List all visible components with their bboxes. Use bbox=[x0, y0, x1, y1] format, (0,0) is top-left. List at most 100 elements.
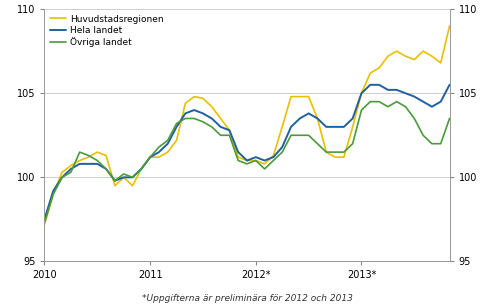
Hela landet bbox=[323, 125, 329, 129]
Huvudstadsregionen bbox=[385, 54, 391, 58]
Övriga landet bbox=[103, 167, 109, 171]
Hela landet bbox=[297, 117, 303, 120]
Övriga landet bbox=[156, 145, 162, 149]
Huvudstadsregionen bbox=[306, 95, 312, 98]
Övriga landet bbox=[262, 167, 268, 171]
Huvudstadsregionen bbox=[368, 71, 373, 75]
Huvudstadsregionen bbox=[138, 167, 144, 171]
Hela landet bbox=[341, 125, 347, 129]
Övriga landet bbox=[41, 221, 47, 225]
Hela landet bbox=[376, 83, 382, 87]
Hela landet bbox=[244, 159, 250, 162]
Övriga landet bbox=[77, 150, 82, 154]
Huvudstadsregionen bbox=[41, 223, 47, 226]
Hela landet bbox=[129, 175, 135, 179]
Övriga landet bbox=[332, 150, 338, 154]
Huvudstadsregionen bbox=[438, 61, 444, 65]
Hela landet bbox=[182, 112, 188, 115]
Huvudstadsregionen bbox=[235, 155, 241, 159]
Hela landet bbox=[50, 189, 56, 193]
Övriga landet bbox=[420, 133, 426, 137]
Hela landet bbox=[394, 88, 400, 92]
Huvudstadsregionen bbox=[218, 117, 224, 120]
Hela landet bbox=[218, 125, 224, 129]
Huvudstadsregionen bbox=[376, 66, 382, 70]
Hela landet bbox=[112, 179, 118, 182]
Övriga landet bbox=[112, 179, 118, 182]
Huvudstadsregionen bbox=[429, 54, 435, 58]
Övriga landet bbox=[226, 133, 232, 137]
Övriga landet bbox=[218, 133, 224, 137]
Huvudstadsregionen bbox=[323, 150, 329, 154]
Övriga landet bbox=[94, 159, 100, 162]
Huvudstadsregionen bbox=[200, 96, 206, 100]
Hela landet bbox=[173, 125, 179, 129]
Övriga landet bbox=[129, 175, 135, 179]
Huvudstadsregionen bbox=[420, 49, 426, 53]
Hela landet bbox=[420, 100, 426, 103]
Övriga landet bbox=[288, 133, 294, 137]
Huvudstadsregionen bbox=[341, 155, 347, 159]
Övriga landet bbox=[359, 108, 365, 112]
Övriga landet bbox=[235, 159, 241, 162]
Hela landet bbox=[138, 167, 144, 171]
Övriga landet bbox=[376, 100, 382, 103]
Övriga landet bbox=[394, 100, 400, 103]
Övriga landet bbox=[297, 133, 303, 137]
Övriga landet bbox=[50, 192, 56, 196]
Huvudstadsregionen bbox=[182, 102, 188, 105]
Hela landet bbox=[121, 175, 126, 179]
Övriga landet bbox=[429, 142, 435, 146]
Övriga landet bbox=[447, 117, 453, 120]
Hela landet bbox=[270, 155, 276, 159]
Huvudstadsregionen bbox=[68, 164, 74, 168]
Huvudstadsregionen bbox=[403, 54, 409, 58]
Övriga landet bbox=[403, 105, 409, 109]
Övriga landet bbox=[182, 117, 188, 120]
Hela landet bbox=[306, 112, 312, 115]
Huvudstadsregionen bbox=[332, 155, 338, 159]
Hela landet bbox=[41, 218, 47, 221]
Hela landet bbox=[85, 162, 91, 166]
Huvudstadsregionen bbox=[262, 162, 268, 166]
Hela landet bbox=[59, 175, 65, 179]
Övriga landet bbox=[323, 150, 329, 154]
Övriga landet bbox=[315, 142, 321, 146]
Line: Övriga landet: Övriga landet bbox=[44, 102, 450, 223]
Övriga landet bbox=[59, 175, 65, 179]
Huvudstadsregionen bbox=[447, 24, 453, 28]
Hela landet bbox=[279, 145, 285, 149]
Huvudstadsregionen bbox=[173, 139, 179, 142]
Hela landet bbox=[209, 117, 215, 120]
Hela landet bbox=[429, 105, 435, 109]
Hela landet bbox=[412, 95, 417, 98]
Hela landet bbox=[288, 125, 294, 129]
Övriga landet bbox=[147, 155, 153, 159]
Huvudstadsregionen bbox=[129, 184, 135, 188]
Huvudstadsregionen bbox=[112, 184, 118, 188]
Huvudstadsregionen bbox=[226, 128, 232, 132]
Hela landet bbox=[200, 112, 206, 115]
Övriga landet bbox=[173, 122, 179, 125]
Hela landet bbox=[191, 108, 197, 112]
Huvudstadsregionen bbox=[359, 92, 365, 95]
Övriga landet bbox=[68, 171, 74, 174]
Huvudstadsregionen bbox=[209, 105, 215, 109]
Hela landet bbox=[253, 155, 259, 159]
Övriga landet bbox=[209, 125, 215, 129]
Huvudstadsregionen bbox=[103, 154, 109, 157]
Övriga landet bbox=[412, 117, 417, 120]
Huvudstadsregionen bbox=[297, 95, 303, 98]
Line: Hela landet: Hela landet bbox=[44, 85, 450, 219]
Hela landet bbox=[315, 117, 321, 120]
Övriga landet bbox=[438, 142, 444, 146]
Övriga landet bbox=[350, 142, 356, 146]
Övriga landet bbox=[385, 105, 391, 109]
Övriga landet bbox=[368, 100, 373, 103]
Huvudstadsregionen bbox=[121, 175, 126, 179]
Övriga landet bbox=[341, 150, 347, 154]
Hela landet bbox=[226, 128, 232, 132]
Line: Huvudstadsregionen: Huvudstadsregionen bbox=[44, 26, 450, 224]
Hela landet bbox=[77, 162, 82, 166]
Huvudstadsregionen bbox=[85, 155, 91, 159]
